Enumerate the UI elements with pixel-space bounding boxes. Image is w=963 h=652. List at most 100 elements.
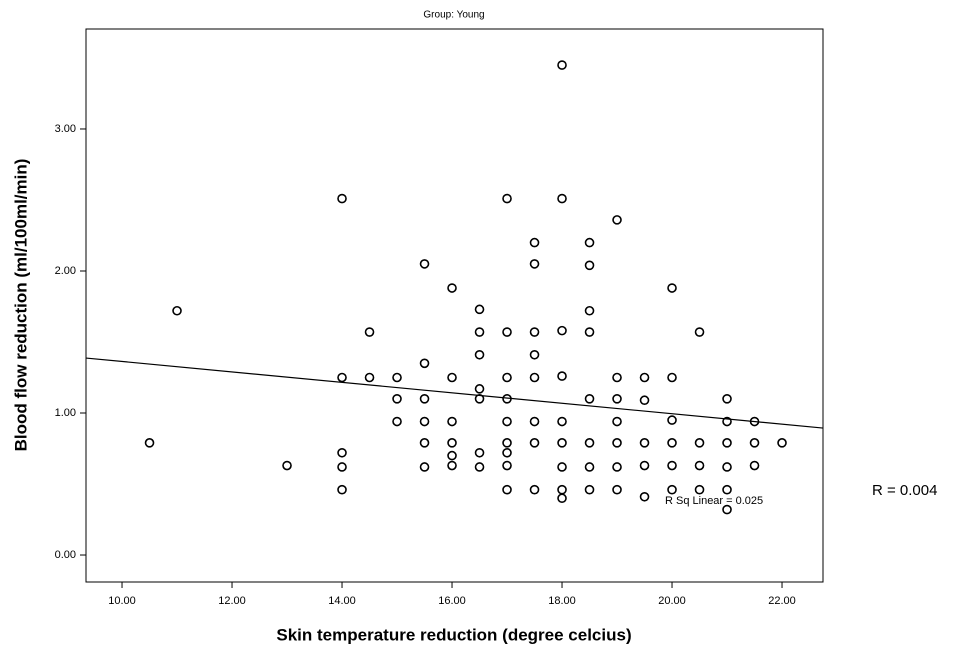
- point: [337, 193, 347, 204]
- point: [419, 358, 430, 369]
- x-tick-label: 10.00: [108, 595, 136, 607]
- point: [529, 484, 540, 495]
- point: [392, 416, 402, 427]
- point: [502, 438, 512, 448]
- point: [694, 484, 705, 495]
- point: [722, 438, 732, 448]
- point: [529, 327, 540, 337]
- point: [667, 415, 677, 425]
- point: [639, 395, 650, 406]
- point: [447, 450, 457, 461]
- point: [584, 305, 595, 316]
- side-note: R = 0.004: [872, 482, 937, 499]
- point: [447, 283, 457, 293]
- point: [529, 416, 540, 427]
- point: [337, 447, 347, 458]
- plot-frame: [85, 28, 824, 583]
- point: [529, 438, 540, 448]
- point: [557, 438, 567, 448]
- point: [502, 372, 512, 383]
- point: [722, 394, 732, 404]
- point: [529, 237, 540, 248]
- point: [419, 394, 430, 404]
- x-axis-title: Skin temperature reduction (degree celci…: [276, 625, 631, 644]
- point: [612, 462, 622, 472]
- point: [474, 384, 485, 394]
- point: [557, 193, 567, 204]
- point: [474, 327, 485, 337]
- chart-title: Group: Young: [423, 10, 484, 21]
- point: [667, 372, 677, 383]
- point: [557, 325, 567, 336]
- point: [667, 460, 677, 471]
- point: [667, 438, 677, 448]
- point: [474, 447, 485, 458]
- point: [612, 438, 622, 448]
- point: [639, 491, 650, 502]
- y-axis-title: Blood flow reduction (ml/100ml/min): [11, 159, 30, 452]
- point: [722, 462, 732, 472]
- point: [474, 394, 485, 404]
- point: [584, 438, 595, 448]
- y-tick-label: 1.00: [55, 407, 76, 419]
- point: [667, 484, 677, 495]
- point: [667, 283, 677, 293]
- point: [447, 460, 457, 471]
- point: [722, 504, 732, 515]
- point: [364, 327, 375, 337]
- point: [612, 372, 622, 383]
- point: [392, 372, 402, 383]
- point: [557, 60, 567, 70]
- point: [419, 416, 430, 427]
- point: [474, 462, 485, 472]
- point: [474, 349, 485, 360]
- point: [144, 438, 155, 448]
- point: [502, 447, 512, 458]
- x-tick-label: 18.00: [548, 595, 576, 607]
- point: [447, 372, 457, 383]
- point: [612, 416, 622, 427]
- y-tick-label: 3.00: [55, 123, 76, 135]
- point: [777, 438, 787, 448]
- point: [502, 327, 512, 337]
- point: [584, 484, 595, 495]
- annotation: R Sq Linear = 0.025: [665, 495, 763, 507]
- point: [612, 484, 622, 495]
- point: [749, 438, 760, 448]
- x-tick-label: 20.00: [658, 595, 686, 607]
- point: [447, 416, 457, 427]
- point: [419, 438, 430, 448]
- point: [337, 372, 347, 383]
- x-tick-label: 14.00: [328, 595, 356, 607]
- point: [529, 259, 540, 269]
- point: [639, 438, 650, 448]
- point: [172, 305, 182, 316]
- point: [474, 304, 485, 315]
- point: [502, 460, 512, 471]
- point: [392, 394, 402, 404]
- point: [557, 462, 567, 472]
- y-tick-label: 2.00: [55, 265, 76, 277]
- point: [337, 484, 347, 495]
- point: [612, 215, 622, 225]
- point: [584, 394, 595, 404]
- point: [419, 259, 430, 269]
- point: [447, 438, 457, 448]
- point: [557, 416, 567, 427]
- point: [612, 394, 622, 404]
- point: [529, 372, 540, 383]
- x-tick-label: 16.00: [438, 595, 466, 607]
- point: [584, 237, 595, 248]
- point: [557, 371, 567, 381]
- point: [639, 372, 650, 383]
- point: [694, 460, 705, 471]
- point: [502, 416, 512, 427]
- point: [337, 462, 347, 472]
- point: [364, 372, 375, 383]
- point: [694, 438, 705, 448]
- point: [694, 327, 705, 337]
- point: [639, 460, 650, 471]
- y-tick-label: 0.00: [55, 549, 76, 561]
